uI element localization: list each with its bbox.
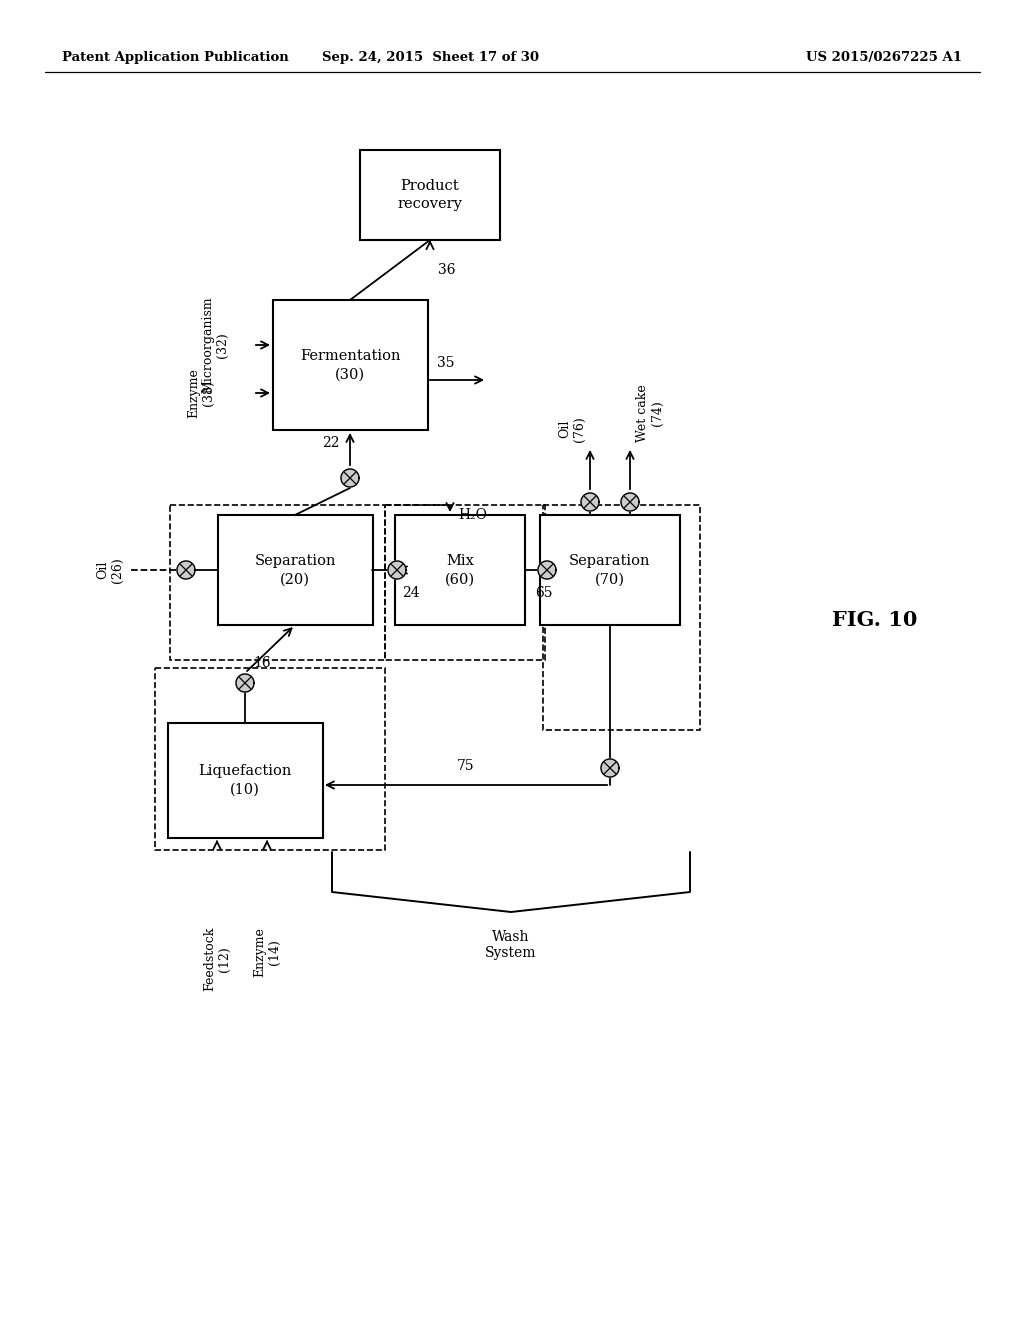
Bar — [170, 506, 385, 660]
Text: Sep. 24, 2015  Sheet 17 of 30: Sep. 24, 2015 Sheet 17 of 30 — [322, 51, 539, 65]
Text: Wash
System: Wash System — [485, 931, 537, 960]
Text: Separation
(70): Separation (70) — [569, 554, 650, 586]
Text: Feedstock
(12): Feedstock (12) — [203, 927, 231, 991]
Bar — [155, 668, 385, 850]
Text: Mix
(60): Mix (60) — [445, 554, 475, 586]
Bar — [360, 150, 500, 240]
Bar — [540, 515, 680, 624]
Circle shape — [601, 759, 618, 777]
Circle shape — [581, 492, 599, 511]
Text: FIG. 10: FIG. 10 — [833, 610, 918, 630]
Bar — [395, 515, 525, 624]
Bar — [217, 515, 373, 624]
Text: US 2015/0267225 A1: US 2015/0267225 A1 — [806, 51, 962, 65]
Text: Fermentation
(30): Fermentation (30) — [300, 348, 400, 381]
Text: Patent Application Publication: Patent Application Publication — [62, 51, 289, 65]
Text: 22: 22 — [323, 436, 340, 450]
Text: Wet cake
(74): Wet cake (74) — [636, 384, 664, 442]
Text: 16: 16 — [253, 656, 270, 671]
Text: Oil
(26): Oil (26) — [96, 557, 124, 583]
Circle shape — [236, 675, 254, 692]
Text: Liquefaction
(10): Liquefaction (10) — [199, 764, 292, 796]
Text: 65: 65 — [535, 586, 553, 601]
Circle shape — [621, 492, 639, 511]
Bar — [168, 722, 323, 837]
Text: H₂O: H₂O — [458, 508, 486, 521]
Text: Separation
(20): Separation (20) — [254, 554, 336, 586]
Bar — [272, 300, 427, 430]
Bar — [543, 506, 700, 730]
Text: Enzyme
(38): Enzyme (38) — [187, 368, 215, 418]
Circle shape — [388, 561, 406, 579]
Bar — [385, 506, 545, 660]
Circle shape — [177, 561, 195, 579]
Text: Product
recovery: Product recovery — [397, 178, 463, 211]
Circle shape — [341, 469, 359, 487]
Text: Microorganism
(32): Microorganism (32) — [201, 297, 229, 393]
Circle shape — [538, 561, 556, 579]
Text: Oil
(76): Oil (76) — [558, 416, 586, 442]
Text: Enzyme
(14): Enzyme (14) — [253, 927, 281, 977]
Text: 36: 36 — [438, 263, 456, 277]
Text: 35: 35 — [437, 356, 455, 370]
Text: 24: 24 — [402, 586, 420, 601]
Text: 75: 75 — [457, 759, 475, 774]
